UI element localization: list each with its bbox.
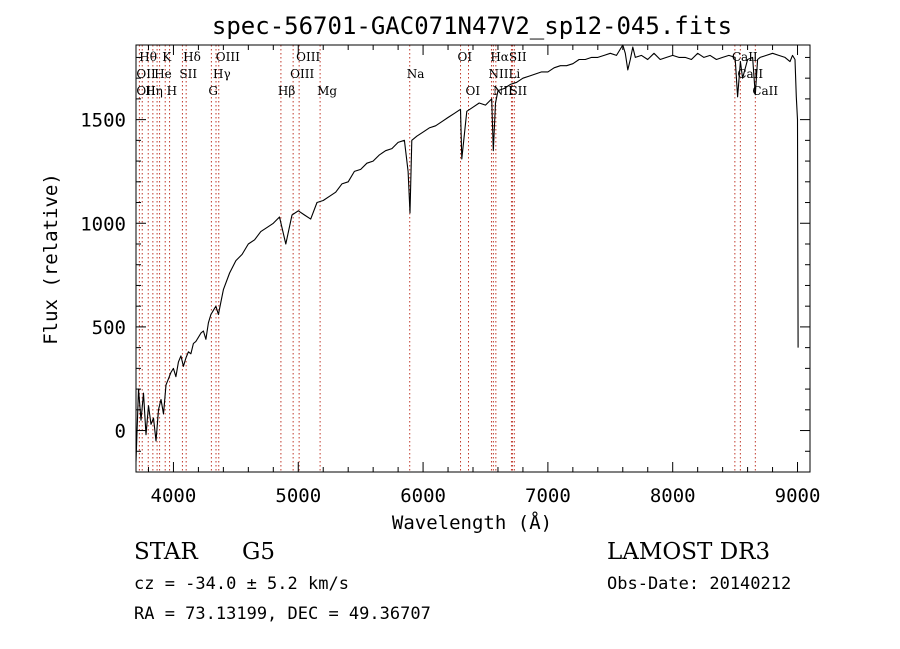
line-label: Hγ (213, 67, 231, 81)
y-tick-label: 0 (115, 421, 126, 443)
object-class: STAR (134, 539, 198, 565)
line-label: OIII (216, 50, 240, 64)
x-axis-ticks: 4000 5000 6000 7000 8000 9000 (147, 45, 821, 507)
line-label: Li (508, 67, 520, 81)
spectrum-line (135, 44, 799, 462)
line-label: Hη (145, 84, 163, 98)
x-tick-label: 7000 (525, 485, 571, 507)
redshift-value: cz = -34.0 ± 5.2 km/s (134, 574, 349, 594)
line-label: Hθ (139, 50, 157, 64)
line-label: OIII (296, 50, 320, 64)
x-tick-label: 6000 (400, 485, 446, 507)
chart-title: spec-56701-GAC071N47V2_sp12-045.fits (212, 12, 732, 40)
line-label: Na (407, 67, 425, 81)
x-tick-label: 4000 (151, 485, 197, 507)
y-tick-label: 1500 (80, 110, 126, 132)
line-label: K (162, 50, 172, 64)
reference-lines (138, 45, 756, 472)
y-tick-label: 1000 (80, 213, 126, 235)
line-label: NII (493, 84, 513, 98)
line-label: OI (458, 50, 473, 64)
line-label: OII (136, 67, 156, 81)
line-label: HαSII (490, 50, 527, 64)
plot-frame (135, 44, 811, 473)
observation-date: Obs-Date: 20140212 (607, 574, 792, 594)
line-label: H (167, 84, 177, 98)
x-tick-label: 9000 (775, 485, 821, 507)
coordinates: RA = 73.13199, DEC = 49.36707 (134, 604, 431, 624)
line-label: CaII (752, 84, 778, 98)
object-subclass: G5 (242, 539, 276, 565)
survey-name: LAMOST DR3 (607, 539, 771, 565)
line-label: OI (466, 84, 481, 98)
line-label: NII (488, 67, 508, 81)
y-tick-label: 500 (92, 317, 126, 339)
line-label: Hδ (183, 50, 201, 64)
spectrum-series (135, 44, 799, 462)
line-label: CaII (732, 50, 758, 64)
x-tick-label: 8000 (650, 485, 696, 507)
x-tick-label: 5000 (275, 485, 321, 507)
x-axis-label: Wavelength (Å) (392, 511, 552, 534)
line-label: OIII (290, 67, 314, 81)
line-label: Mg (317, 84, 337, 98)
line-label: He (154, 67, 172, 81)
y-axis-label: Flux (relative) (40, 173, 62, 345)
line-label: Hβ (278, 84, 295, 98)
line-label: SII (509, 84, 527, 98)
line-label: SII (179, 67, 197, 81)
line-label: G (208, 84, 218, 98)
line-label: OII (136, 84, 156, 98)
y-axis-ticks: 0 500 1000 1500 (80, 56, 810, 452)
